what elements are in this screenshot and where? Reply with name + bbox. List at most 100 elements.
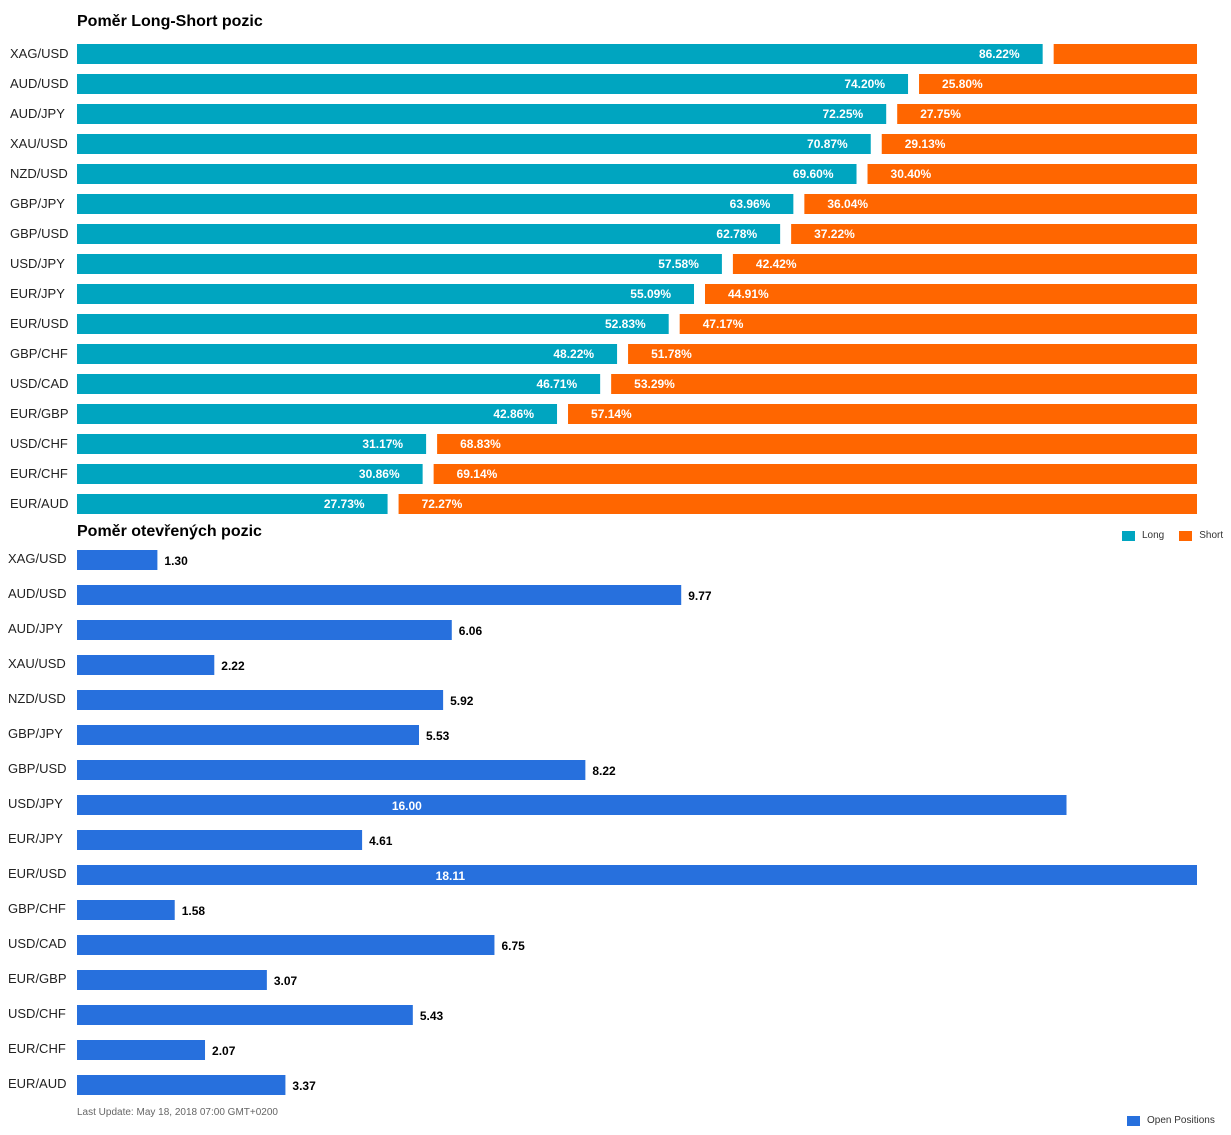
short-bar-xag-usd bbox=[1053, 44, 1197, 64]
open-positions-value-label-aud-jpy: 6.06 bbox=[459, 624, 483, 638]
category-label-usd-jpy: USD/JPY bbox=[10, 256, 65, 271]
category-label-usd-chf: USD/CHF bbox=[10, 436, 68, 451]
category-label-eur-chf: EUR/CHF bbox=[10, 466, 68, 481]
open-positions-bar-gbp-jpy bbox=[77, 725, 419, 745]
long-short-legend: Long Short bbox=[1122, 530, 1223, 541]
long-bar-usd-chf bbox=[77, 434, 427, 454]
short-value-label-aud-usd: 25.80% bbox=[942, 77, 983, 91]
category-label-usd-chf: USD/CHF bbox=[8, 1006, 66, 1021]
short-bar-eur-chf bbox=[433, 464, 1198, 484]
short-bar-usd-jpy bbox=[732, 254, 1197, 274]
category-label-xag-usd: XAG/USD bbox=[10, 46, 69, 61]
legend-short-swatch bbox=[1179, 530, 1193, 541]
open-positions-bar-xau-usd bbox=[77, 655, 215, 675]
open-positions-bar-gbp-chf bbox=[77, 900, 175, 920]
long-value-label-gbp-chf: 48.22% bbox=[553, 347, 594, 361]
long-bar-xau-usd bbox=[77, 134, 871, 154]
short-value-label-eur-chf: 69.14% bbox=[457, 467, 498, 481]
long-short-chart-title: Poměr Long-Short pozic bbox=[77, 13, 263, 30]
category-label-eur-chf: EUR/CHF bbox=[8, 1041, 66, 1056]
short-bar-gbp-usd bbox=[791, 224, 1197, 244]
last-update: Last Update: May 18, 2018 07:00 GMT+0200 bbox=[77, 1107, 278, 1118]
category-label-eur-aud: EUR/AUD bbox=[10, 496, 69, 511]
long-bar-gbp-jpy bbox=[77, 194, 794, 214]
long-bar-gbp-chf bbox=[77, 344, 618, 364]
open-positions-chart: XAG/USD 1.30 AUD/USD 9.77 AUD/JPY 6.06 XAU/USD… bbox=[8, 550, 1197, 1095]
long-bar-eur-usd bbox=[77, 314, 669, 334]
category-label-gbp-usd: GBP/USD bbox=[10, 226, 69, 241]
long-value-label-eur-chf: 30.86% bbox=[359, 467, 400, 481]
open-positions-bar-eur-chf bbox=[77, 1040, 206, 1060]
legend-long-label: Long bbox=[1142, 530, 1165, 541]
short-bar-aud-jpy bbox=[897, 104, 1197, 124]
long-bar-eur-aud bbox=[77, 494, 388, 514]
long-value-label-nzd-usd: 69.60% bbox=[793, 167, 834, 181]
category-label-eur-aud: EUR/AUD bbox=[8, 1076, 67, 1091]
long-value-label-usd-chf: 31.17% bbox=[362, 437, 403, 451]
open-positions-value-label-gbp-usd: 8.22 bbox=[592, 764, 616, 778]
long-short-chart: XAG/USD 86.22% AUD/USD 74.20% 25.80% AUD/JPY 7… bbox=[10, 44, 1198, 514]
open-positions-bar-aud-jpy bbox=[77, 620, 452, 640]
open-positions-legend: Open Positions bbox=[1127, 1115, 1215, 1126]
open-positions-value-label-gbp-jpy: 5.53 bbox=[426, 729, 450, 743]
long-value-label-xag-usd: 86.22% bbox=[979, 47, 1020, 61]
short-value-label-usd-chf: 68.83% bbox=[460, 437, 501, 451]
open-positions-value-label-xag-usd: 1.30 bbox=[164, 554, 188, 568]
long-bar-usd-jpy bbox=[77, 254, 722, 274]
open-positions-value-label-eur-chf: 2.07 bbox=[212, 1044, 236, 1058]
long-value-label-eur-gbp: 42.86% bbox=[493, 407, 534, 421]
category-label-gbp-jpy: GBP/JPY bbox=[10, 196, 65, 211]
long-value-label-aud-jpy: 72.25% bbox=[822, 107, 863, 121]
short-bar-gbp-jpy bbox=[804, 194, 1197, 214]
long-bar-aud-jpy bbox=[77, 104, 887, 124]
long-bar-nzd-usd bbox=[77, 164, 857, 184]
category-label-xau-usd: XAU/USD bbox=[8, 656, 66, 671]
long-bar-eur-jpy bbox=[77, 284, 695, 304]
category-label-nzd-usd: NZD/USD bbox=[8, 691, 66, 706]
long-value-label-gbp-jpy: 63.96% bbox=[730, 197, 771, 211]
open-positions-value-label-nzd-usd: 5.92 bbox=[450, 694, 474, 708]
long-bar-xag-usd bbox=[77, 44, 1043, 64]
long-value-label-usd-cad: 46.71% bbox=[536, 377, 577, 391]
short-value-label-nzd-usd: 30.40% bbox=[891, 167, 932, 181]
open-positions-value-label-gbp-chf: 1.58 bbox=[182, 904, 206, 918]
open-positions-bar-eur-jpy bbox=[77, 830, 363, 850]
category-label-gbp-usd: GBP/USD bbox=[8, 761, 67, 776]
short-value-label-aud-jpy: 27.75% bbox=[920, 107, 961, 121]
category-label-gbp-chf: GBP/CHF bbox=[10, 346, 68, 361]
category-label-eur-usd: EUR/USD bbox=[10, 316, 69, 331]
short-bar-eur-aud bbox=[398, 494, 1197, 514]
open-positions-bar-eur-usd bbox=[77, 865, 1197, 885]
short-value-label-eur-gbp: 57.14% bbox=[591, 407, 632, 421]
category-label-eur-jpy: EUR/JPY bbox=[8, 831, 63, 846]
open-positions-bar-aud-usd bbox=[77, 585, 682, 605]
short-value-label-gbp-jpy: 36.04% bbox=[827, 197, 868, 211]
short-value-label-usd-jpy: 42.42% bbox=[756, 257, 797, 271]
category-label-aud-jpy: AUD/JPY bbox=[8, 621, 63, 636]
short-bar-usd-chf bbox=[437, 434, 1197, 454]
category-label-usd-jpy: USD/JPY bbox=[8, 796, 63, 811]
category-label-aud-usd: AUD/USD bbox=[10, 76, 69, 91]
open-positions-bar-eur-gbp bbox=[77, 970, 267, 990]
short-value-label-eur-aud: 72.27% bbox=[422, 497, 463, 511]
legend-open-swatch bbox=[1127, 1115, 1140, 1126]
category-label-xag-usd: XAG/USD bbox=[8, 551, 67, 566]
short-bar-eur-gbp bbox=[568, 404, 1197, 424]
open-positions-value-label-usd-chf: 5.43 bbox=[420, 1009, 444, 1023]
open-positions-bar-usd-chf bbox=[77, 1005, 413, 1025]
category-label-aud-usd: AUD/USD bbox=[8, 586, 67, 601]
open-positions-bar-eur-aud bbox=[77, 1075, 286, 1095]
category-label-gbp-jpy: GBP/JPY bbox=[8, 726, 63, 741]
short-bar-eur-jpy bbox=[705, 284, 1197, 304]
long-bar-aud-usd bbox=[77, 74, 909, 94]
open-positions-value-label-xau-usd: 2.22 bbox=[221, 659, 245, 673]
open-positions-value-label-usd-jpy: 16.00 bbox=[392, 799, 422, 813]
category-label-nzd-usd: NZD/USD bbox=[10, 166, 68, 181]
long-bar-eur-chf bbox=[77, 464, 423, 484]
category-label-gbp-chf: GBP/CHF bbox=[8, 901, 66, 916]
long-value-label-eur-usd: 52.83% bbox=[605, 317, 646, 331]
category-label-usd-cad: USD/CAD bbox=[10, 376, 69, 391]
category-label-eur-jpy: EUR/JPY bbox=[10, 286, 65, 301]
short-bar-gbp-chf bbox=[628, 344, 1197, 364]
category-label-usd-cad: USD/CAD bbox=[8, 936, 67, 951]
